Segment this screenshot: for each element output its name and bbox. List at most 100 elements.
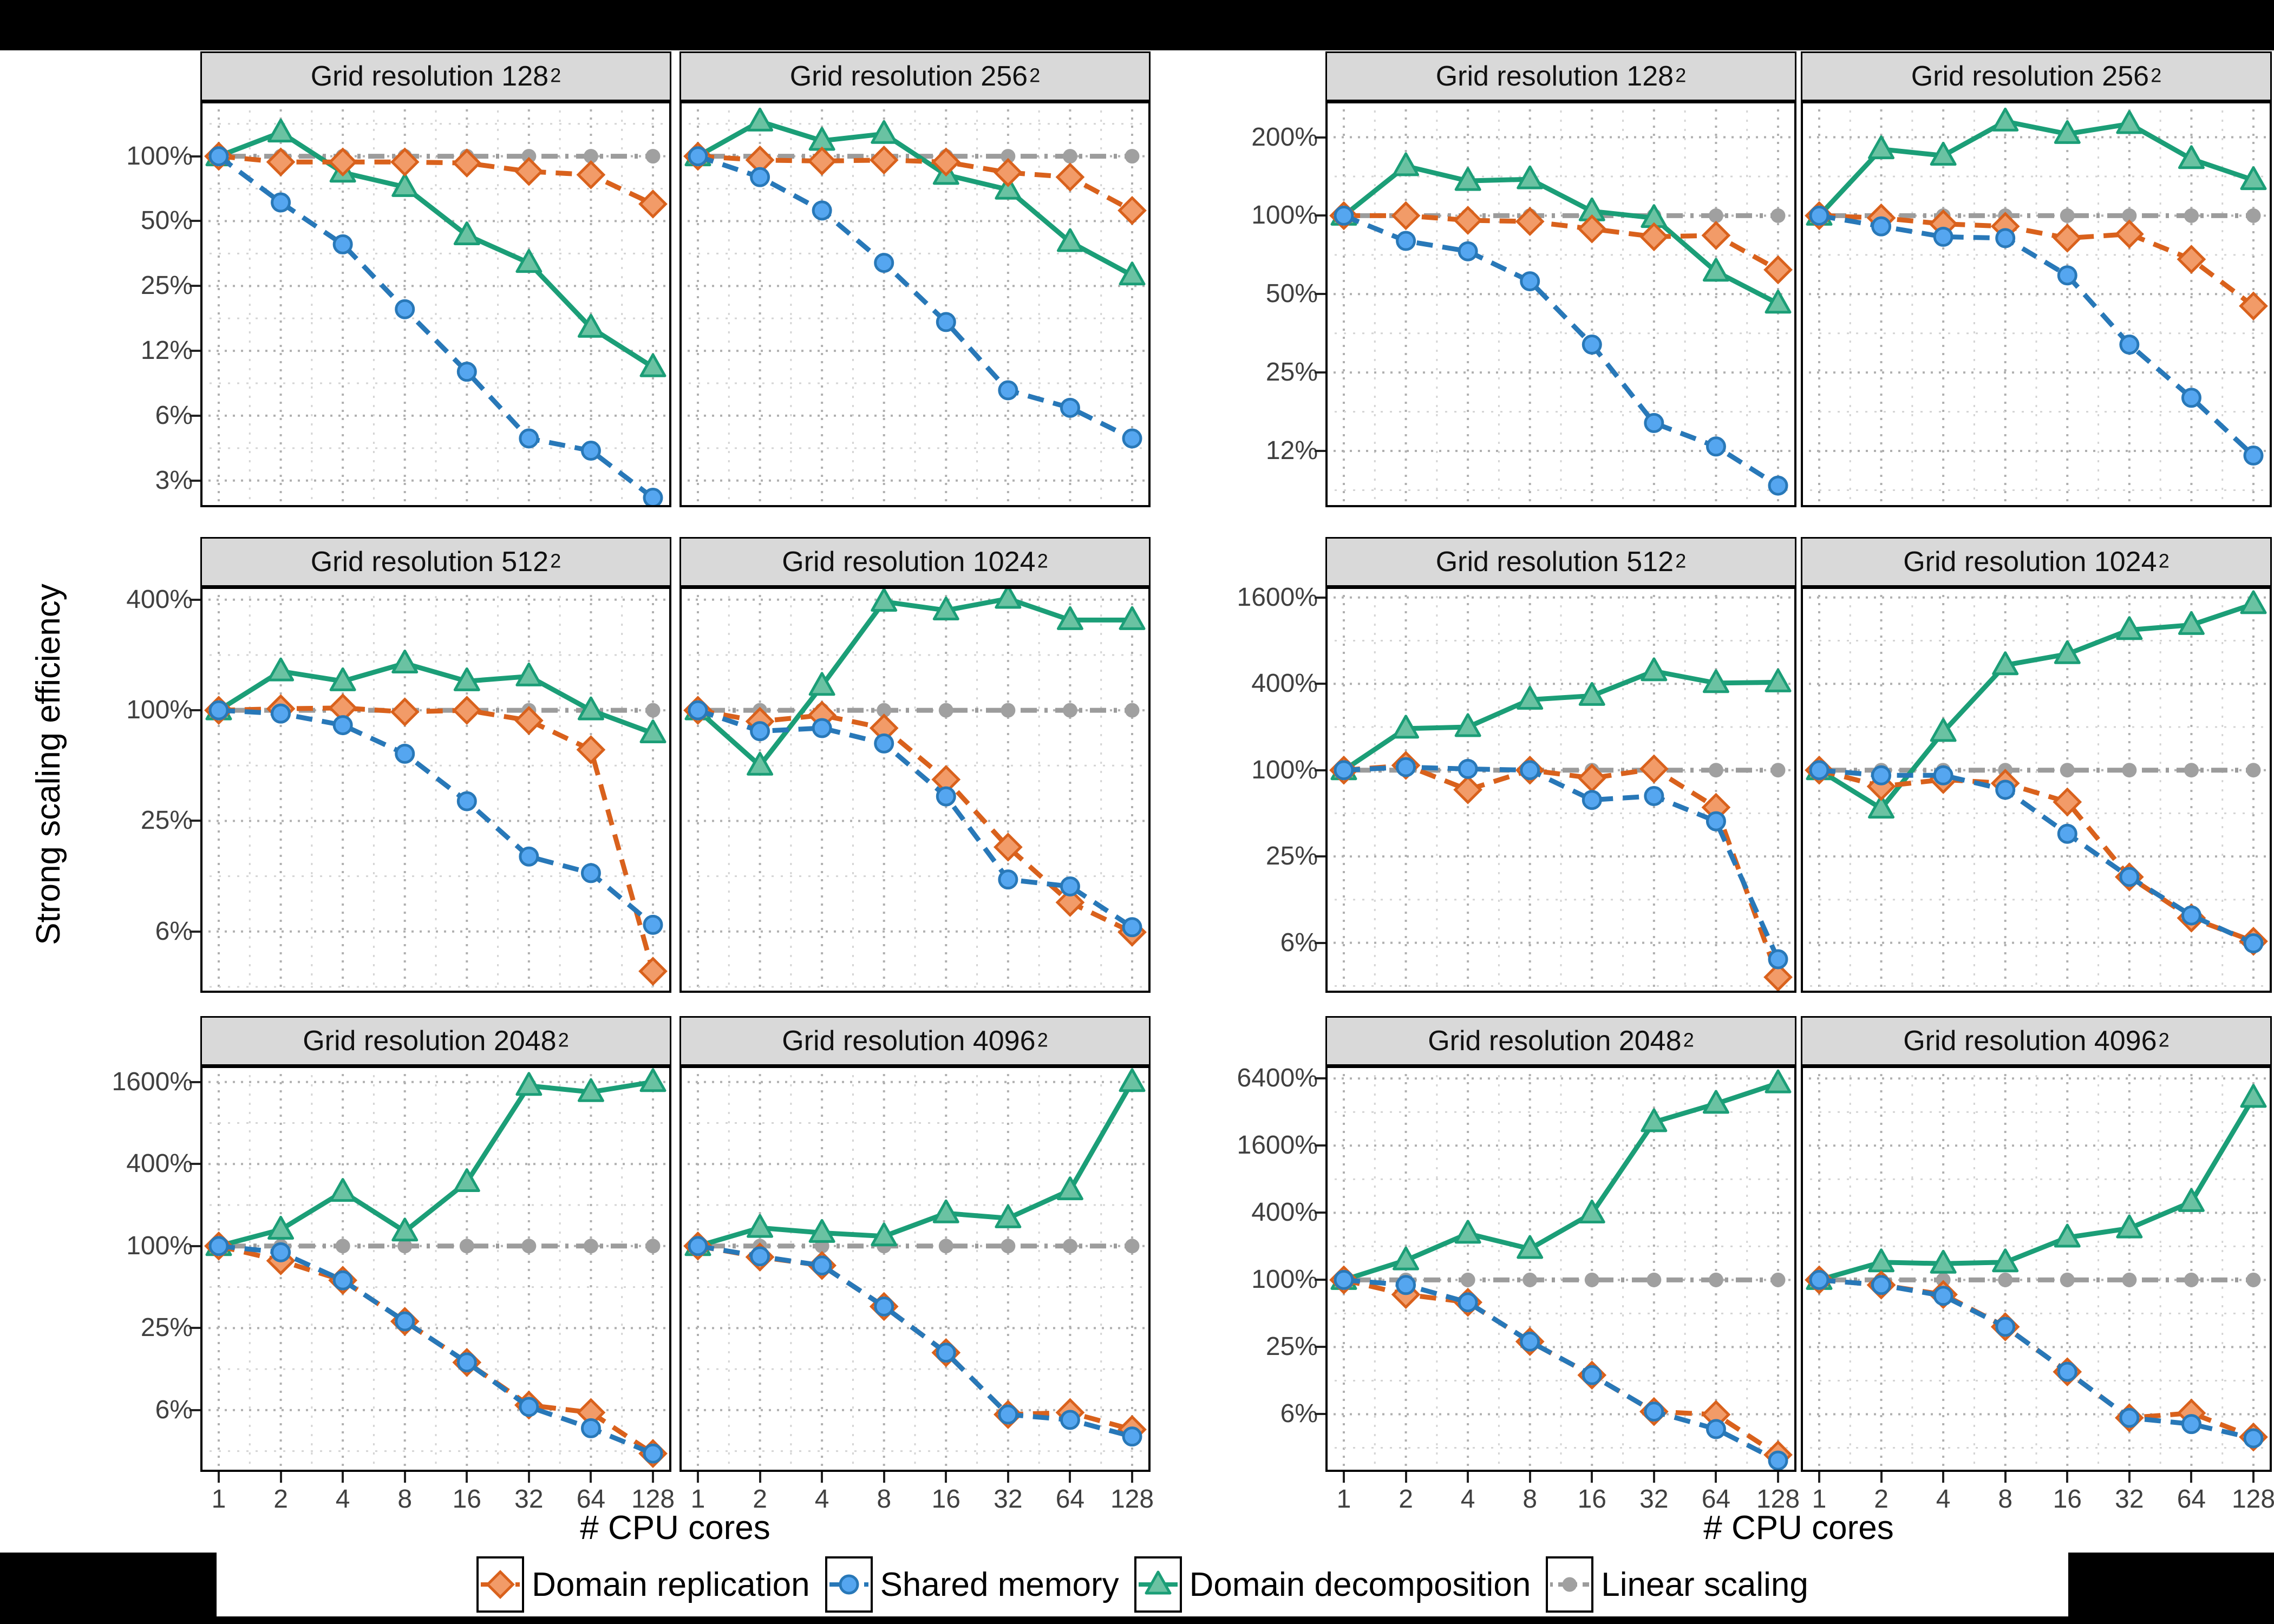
data-point-marker <box>576 160 606 189</box>
data-point-marker <box>1577 214 1607 244</box>
y-tick-mark <box>1315 683 1325 685</box>
data-point-marker <box>1119 606 1146 630</box>
data-point-marker <box>1060 1410 1080 1430</box>
x-tick-mark <box>1818 1472 1820 1483</box>
series-line-domain-decomposition <box>218 1079 654 1249</box>
x-tick-label: 64 <box>576 1485 606 1514</box>
facet-title-text: Grid resolution 512 <box>1435 546 1674 578</box>
series-line-shared-memory <box>697 154 1133 441</box>
y-tick-mark <box>190 1327 200 1330</box>
data-point-marker <box>869 713 899 743</box>
data-point-marker <box>998 869 1018 890</box>
data-point-marker <box>1702 669 1729 693</box>
facet-title-exponent: 2 <box>550 549 561 572</box>
data-point-marker <box>390 147 420 177</box>
data-point-marker <box>1334 1269 1354 1290</box>
x-tick-label: 64 <box>1701 1485 1731 1514</box>
x-tick-label: 32 <box>994 1485 1023 1514</box>
data-point-marker <box>1706 811 1726 831</box>
data-point-marker <box>580 441 601 461</box>
x-tick-mark <box>1343 1472 1345 1483</box>
data-point-marker <box>583 1239 598 1254</box>
facet-strip-title: Grid resolution 128 2 <box>1325 51 1796 101</box>
legend-label: Domain replication <box>532 1566 810 1603</box>
x-tick-mark <box>1942 1472 1945 1483</box>
data-point-marker <box>332 234 353 254</box>
data-point-marker <box>1992 1248 2019 1273</box>
y-tick-label: 6% <box>1280 1399 1318 1429</box>
x-tick-label: 1 <box>1336 1485 1351 1514</box>
x-tick-label: 32 <box>2115 1485 2144 1514</box>
y-tick-label: 50% <box>1265 279 1318 309</box>
x-tick-mark <box>279 1472 282 1483</box>
data-point-marker <box>808 1219 835 1243</box>
x-tick-label: 128 <box>631 1485 675 1514</box>
data-point-marker <box>1060 876 1080 896</box>
legend-label: Shared memory <box>880 1566 1119 1603</box>
data-point-marker <box>1454 167 1481 191</box>
data-point-marker <box>688 1236 708 1256</box>
data-point-marker <box>993 833 1023 862</box>
y-tick-label: 400% <box>1251 1198 1318 1227</box>
series-line-shared-memory <box>1343 1277 1780 1463</box>
facet-panel: Grid resolution 128 2 <box>1325 51 1796 507</box>
x-tick-mark <box>2066 1472 2069 1483</box>
x-axis-title-right: # CPU cores <box>1703 1509 1894 1547</box>
x-tick-mark <box>821 1472 824 1483</box>
data-point-marker <box>1454 713 1481 737</box>
series-line-domain-decomposition <box>1343 1081 1779 1282</box>
data-point-marker <box>1453 775 1483 804</box>
data-point-marker <box>1639 222 1669 252</box>
series-line-domain-replication <box>1343 763 1781 978</box>
panel-plot-area <box>679 1066 1151 1472</box>
y-tick-mark <box>190 820 200 822</box>
facet-title-exponent: 2 <box>1683 1029 1694 1051</box>
series-line-shared-memory <box>1819 213 2256 457</box>
y-tick-label: 25% <box>1265 842 1318 871</box>
data-point-marker <box>452 148 482 178</box>
x-tick-mark <box>403 1472 406 1483</box>
data-point-marker <box>2177 245 2206 274</box>
data-point-marker <box>1334 760 1354 781</box>
data-point-marker <box>391 173 419 197</box>
y-tick-label: 6% <box>155 916 193 946</box>
data-point-marker <box>1460 1272 1475 1287</box>
y-tick-mark <box>1315 450 1325 452</box>
data-point-marker <box>1768 949 1788 970</box>
data-point-marker <box>747 107 774 132</box>
data-point-marker <box>995 175 1022 200</box>
data-point-marker <box>874 1296 894 1317</box>
data-point-marker <box>1995 780 2016 800</box>
data-point-marker <box>1396 757 1416 777</box>
data-point-marker <box>2122 208 2137 223</box>
x-tick-label: 128 <box>1756 1485 1800 1514</box>
y-tick-label: 100% <box>126 141 193 171</box>
x-tick-mark <box>697 1472 699 1483</box>
data-point-marker <box>1770 208 1786 223</box>
data-point-marker <box>1582 790 1602 810</box>
facet-strip-title: Grid resolution 512 2 <box>200 537 671 587</box>
x-tick-label: 8 <box>877 1485 892 1514</box>
data-point-marker <box>874 733 894 754</box>
data-point-marker <box>1056 606 1083 630</box>
data-point-marker <box>577 313 604 338</box>
x-tick-label: 16 <box>931 1485 960 1514</box>
data-point-marker <box>2114 219 2144 249</box>
data-point-marker <box>1763 255 1793 285</box>
data-point-marker <box>877 703 892 718</box>
y-tick-mark <box>1315 1346 1325 1348</box>
series-line-shared-memory <box>217 154 655 500</box>
data-point-marker <box>2053 224 2082 253</box>
series-line-shared-memory <box>1343 213 1780 488</box>
data-point-marker <box>329 667 356 691</box>
data-point-marker <box>1517 165 1544 189</box>
data-point-marker <box>1930 718 1957 742</box>
x-tick-label: 16 <box>2053 1485 2082 1514</box>
facet-title-text: Grid resolution 2048 <box>303 1025 557 1057</box>
data-point-marker <box>812 1255 832 1276</box>
y-tick-label: 200% <box>1251 122 1318 152</box>
data-point-marker <box>328 693 358 723</box>
facet-strip-title: Grid resolution 256 2 <box>679 51 1151 101</box>
data-point-marker <box>1770 763 1786 778</box>
y-tick-mark <box>1315 1279 1325 1281</box>
